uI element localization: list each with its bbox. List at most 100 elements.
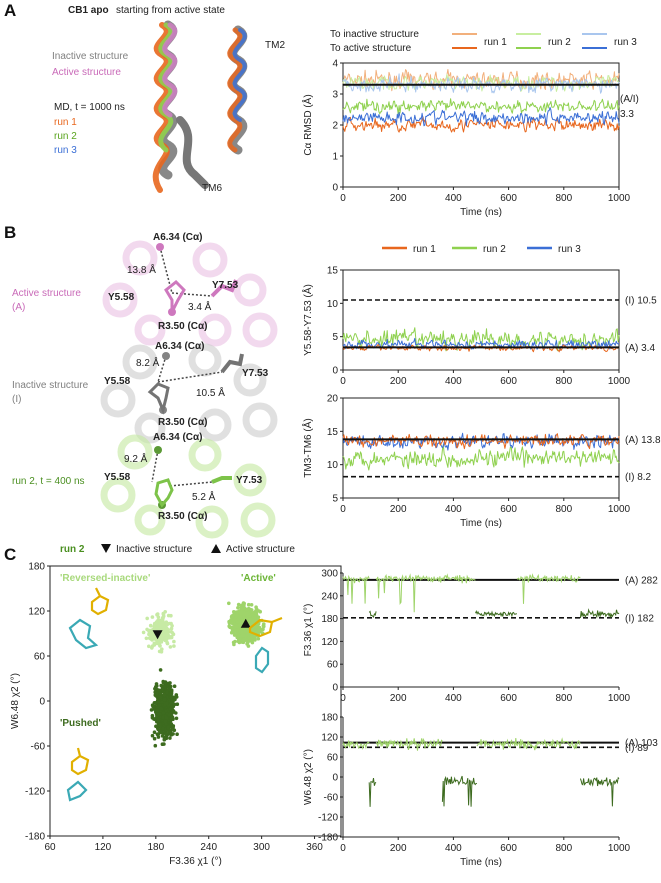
scatter-point: [262, 622, 266, 626]
scatter-point: [234, 624, 239, 629]
scatter-point: [162, 625, 166, 629]
run2-distance-1: 9.2 Å: [124, 452, 148, 465]
scatter-point: [232, 610, 236, 614]
scatter-point: [164, 731, 169, 736]
f336-ytick-label: 120: [321, 637, 338, 648]
f336-ref-label: (A) 282: [625, 575, 658, 586]
legend-active-structure: Active structure: [52, 67, 121, 78]
inactive-structure-sub: (I): [12, 394, 21, 405]
scatter-point: [150, 713, 155, 718]
scatter-point: [244, 607, 249, 612]
active-structure-name: Active structure: [12, 288, 81, 299]
scatter-point: [156, 615, 161, 619]
w648-segment-active: [476, 737, 581, 751]
panel-b-legend-run-1: run 1: [413, 244, 436, 255]
scatter-point: [159, 730, 164, 735]
rmsd-ytick-label: 2: [332, 121, 338, 132]
scatter-point: [171, 632, 176, 637]
run2-label-left: Y5.58: [104, 472, 131, 483]
rmsd-xtick-label: 800: [555, 193, 572, 204]
up-triangle-marker: [240, 618, 251, 628]
tm3tm6-ytick-label: 20: [327, 394, 339, 405]
scatter-point: [168, 645, 173, 649]
f336-xtick-label: 600: [500, 693, 517, 704]
scatter-point: [171, 708, 175, 713]
structure-inactive: [100, 343, 278, 444]
active-triangle-legend-icon: [211, 544, 221, 553]
scatter-point: [156, 735, 161, 739]
f336-segment-inactive: [579, 608, 620, 619]
scatter-point: [249, 608, 254, 612]
scatter-point: [167, 713, 171, 717]
down-triangle-marker: [152, 630, 163, 640]
scatter-point: [239, 611, 243, 616]
scatter-point: [239, 607, 244, 611]
scatter-point: [162, 737, 167, 741]
scatter-point: [169, 701, 174, 705]
f336-segment-active: [342, 574, 370, 604]
scatter-point: [167, 621, 172, 626]
scatter-point: [243, 629, 247, 634]
scatter-point: [230, 614, 235, 619]
f336-ref-label: (I) 182: [625, 613, 654, 624]
w648-ytick-label: 0: [332, 773, 338, 784]
rmsd-series-run-2-to-active: [342, 98, 620, 115]
scatter-ytick-label: -120: [25, 787, 45, 798]
scatter-point: [161, 715, 165, 720]
scatter-point: [227, 601, 231, 606]
scatter-point: [160, 647, 164, 651]
active-label-bottom: R3.50 (Cα): [158, 321, 208, 332]
scatter-point: [162, 684, 167, 689]
inactive-label-left: Y5.58: [104, 376, 131, 387]
scatter-point: [165, 690, 169, 695]
cluster-active: [227, 601, 266, 648]
scatter-point: [248, 617, 253, 621]
w648-segment-pushed: [579, 776, 620, 807]
y558-ytick-label: 10: [327, 299, 339, 310]
w648-segment-active: [375, 737, 443, 751]
f336-xtick-label: 200: [390, 693, 407, 704]
rmsd-ytick-label: 0: [332, 183, 338, 194]
scatter-point: [246, 602, 251, 607]
scatter-point: [174, 711, 178, 715]
inactive-label-right: Y7.53: [242, 368, 269, 379]
tm3tm6-frame: [342, 397, 620, 499]
f336-segment-inactive: [475, 610, 517, 618]
scatter-point: [144, 636, 149, 641]
structure-run2-snapshot: [100, 434, 276, 539]
scatter-point: [156, 700, 161, 704]
w648-ytick-label: -60: [324, 793, 339, 804]
y558-xtick-label: 400: [445, 376, 462, 387]
rotamer-icons: [66, 587, 283, 802]
f336-y-label: F3.36 χ1 (°): [303, 604, 314, 657]
w648-segment-pushed: [368, 778, 377, 807]
f336-segment-active: [516, 573, 581, 604]
w648-ytick-label: 60: [327, 753, 339, 764]
panel-a-title: starting from active state: [116, 5, 225, 16]
scatter-point: [255, 607, 259, 612]
scatter-point: [167, 687, 172, 692]
scatter-point: [172, 639, 176, 644]
scatter-xtick-label: 300: [253, 842, 270, 853]
scatter-point: [164, 709, 168, 713]
rmsd-xtick-label: 1000: [608, 193, 631, 204]
scatter-point: [245, 633, 250, 637]
w648-x-label: Time (ns): [460, 857, 502, 868]
scatter-point: [246, 644, 251, 648]
scatter-point: [172, 644, 176, 648]
structure-active: [102, 240, 278, 348]
f336-ytick-label: 180: [321, 614, 338, 625]
w648-xtick-label: 0: [340, 843, 346, 854]
chi-scatter-chart: 60 120 180 240 300 360-180-120-60060120180F3.…: [10, 562, 342, 867]
panel-c-legend-inactive: Inactive structure: [116, 544, 193, 555]
w648-ytick-label: -180: [318, 833, 338, 844]
f336-ytick-label: 240: [321, 591, 338, 602]
cluster-reversed-label: 'Reversed-inactive': [60, 573, 150, 584]
scatter-point: [248, 639, 252, 643]
run2-snapshot-name: run 2, t = 400 ns: [12, 476, 85, 487]
inactive-label-top: A6.34 (Cα): [155, 341, 205, 352]
scatter-point: [151, 704, 155, 709]
rmsd-x-label: Time (ns): [460, 207, 502, 218]
scatter-point: [236, 606, 240, 610]
run2-distance-2: 5.2 Å: [192, 490, 216, 503]
